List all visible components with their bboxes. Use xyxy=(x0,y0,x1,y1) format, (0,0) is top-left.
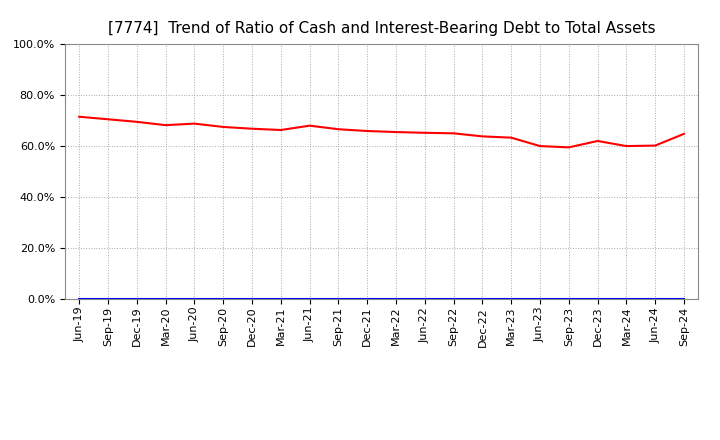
Interest-Bearing Debt xyxy=(593,297,602,302)
Cash xyxy=(104,117,112,122)
Cash xyxy=(420,130,429,136)
Title: [7774]  Trend of Ratio of Cash and Interest-Bearing Debt to Total Assets: [7774] Trend of Ratio of Cash and Intere… xyxy=(108,21,655,36)
Cash xyxy=(276,127,285,132)
Interest-Bearing Debt xyxy=(651,297,660,302)
Cash xyxy=(680,131,688,136)
Interest-Bearing Debt xyxy=(622,297,631,302)
Cash xyxy=(507,135,516,140)
Legend: Cash, Interest-Bearing Debt: Cash, Interest-Bearing Debt xyxy=(246,438,517,440)
Interest-Bearing Debt xyxy=(219,297,228,302)
Interest-Bearing Debt xyxy=(680,297,688,302)
Cash xyxy=(593,138,602,143)
Cash xyxy=(478,134,487,139)
Cash xyxy=(334,127,343,132)
Cash xyxy=(651,143,660,148)
Interest-Bearing Debt xyxy=(363,297,372,302)
Cash xyxy=(132,119,141,125)
Interest-Bearing Debt xyxy=(276,297,285,302)
Interest-Bearing Debt xyxy=(478,297,487,302)
Cash xyxy=(363,128,372,134)
Cash xyxy=(622,143,631,149)
Interest-Bearing Debt xyxy=(305,297,314,302)
Line: Cash: Cash xyxy=(79,117,684,147)
Interest-Bearing Debt xyxy=(104,297,112,302)
Interest-Bearing Debt xyxy=(392,297,400,302)
Interest-Bearing Debt xyxy=(564,297,573,302)
Interest-Bearing Debt xyxy=(334,297,343,302)
Interest-Bearing Debt xyxy=(420,297,429,302)
Interest-Bearing Debt xyxy=(507,297,516,302)
Cash xyxy=(536,143,544,149)
Cash xyxy=(305,123,314,128)
Interest-Bearing Debt xyxy=(161,297,170,302)
Cash xyxy=(161,122,170,128)
Cash xyxy=(564,145,573,150)
Interest-Bearing Debt xyxy=(449,297,458,302)
Interest-Bearing Debt xyxy=(132,297,141,302)
Interest-Bearing Debt xyxy=(190,297,199,302)
Cash xyxy=(219,124,228,129)
Cash xyxy=(248,126,256,132)
Cash xyxy=(75,114,84,119)
Cash xyxy=(190,121,199,126)
Cash xyxy=(392,129,400,135)
Interest-Bearing Debt xyxy=(536,297,544,302)
Interest-Bearing Debt xyxy=(248,297,256,302)
Interest-Bearing Debt xyxy=(75,297,84,302)
Cash xyxy=(449,131,458,136)
